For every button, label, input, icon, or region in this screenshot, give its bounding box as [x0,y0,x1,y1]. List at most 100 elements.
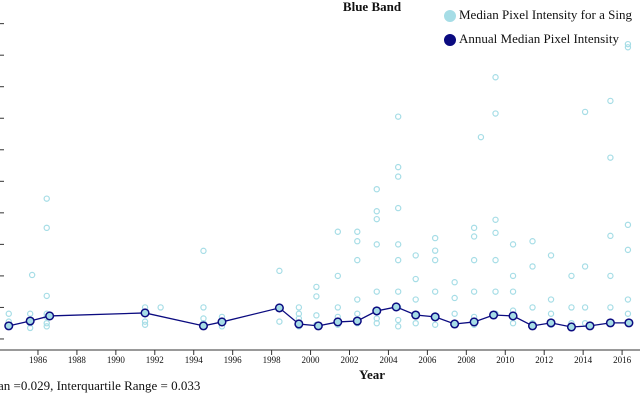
point [412,252,419,259]
annual-point [217,317,227,327]
legend-marker [444,10,456,22]
point [200,247,207,255]
point [492,256,499,264]
point [492,229,499,237]
point [200,304,207,311]
point [624,44,632,51]
point [334,304,342,311]
point [470,288,478,295]
point [624,296,632,303]
point [394,204,402,212]
annual-point [274,303,284,313]
x-tick-label: 1990 [107,355,126,365]
point [394,288,402,295]
point [477,133,485,141]
point [547,252,555,259]
point [581,304,589,311]
x-tick-label: 2016 [613,355,632,365]
point [354,310,361,317]
point [568,304,575,311]
point [509,288,517,295]
annual-point [605,318,615,328]
annual-point [624,318,634,328]
point [607,232,614,240]
x-tick-label: 2000 [302,355,321,365]
point [373,215,380,223]
point [451,279,458,286]
x-tick-label: 1996 [224,355,243,365]
x-tick-label: 1998 [263,355,282,365]
point [43,195,50,202]
point [313,312,320,319]
point [394,323,402,330]
point [43,224,50,232]
point [43,292,50,300]
point [373,241,380,248]
point [394,163,402,171]
annual-point [566,322,577,332]
point [529,304,536,311]
point [607,97,614,105]
point [313,283,320,291]
x-tick-label: 1986 [29,355,48,365]
point [334,228,342,235]
point [509,319,517,327]
point [354,228,361,235]
annual-point [469,317,479,327]
point [295,304,303,311]
annual-point [489,310,499,320]
point [276,267,283,275]
annual-point [546,318,556,328]
point [394,316,402,324]
point [412,319,419,327]
point [43,323,50,330]
annual-point [352,316,362,326]
x-tick-label: 2002 [340,355,358,365]
x-axis-label: Year [359,367,385,382]
point [624,221,632,229]
annual-point [508,311,518,321]
annual-point [333,317,343,327]
point [624,246,632,254]
annual-point [430,312,440,322]
x-tick-label: 2014 [574,355,593,365]
point [431,256,439,264]
annual-point [450,319,460,329]
annual-point [313,321,323,331]
point [43,319,50,327]
point [492,110,499,117]
point [492,288,499,295]
point [624,40,632,48]
point [354,256,361,264]
annual-point [585,321,595,331]
point [394,241,402,248]
annual-point [411,310,421,320]
point [200,315,207,322]
point [607,154,614,161]
point [431,234,439,242]
point [431,288,439,295]
legend-marker [444,34,456,46]
point [509,272,517,280]
point [547,310,555,317]
point [470,233,478,240]
x-tick-label: 2010 [496,355,515,365]
point [431,247,439,254]
point [276,318,283,325]
point [607,304,614,311]
point [470,256,478,264]
point [412,275,419,283]
annual-point [4,321,14,331]
point [581,108,589,116]
point [451,294,458,302]
annual-point [294,319,304,329]
point [451,310,458,317]
point [470,224,478,232]
point [373,288,380,295]
x-tick-label: 2012 [535,355,553,365]
point [373,208,380,215]
annual-point [372,306,382,316]
legend-label: Annual Median Pixel Intensity [459,31,619,46]
point [354,296,361,303]
